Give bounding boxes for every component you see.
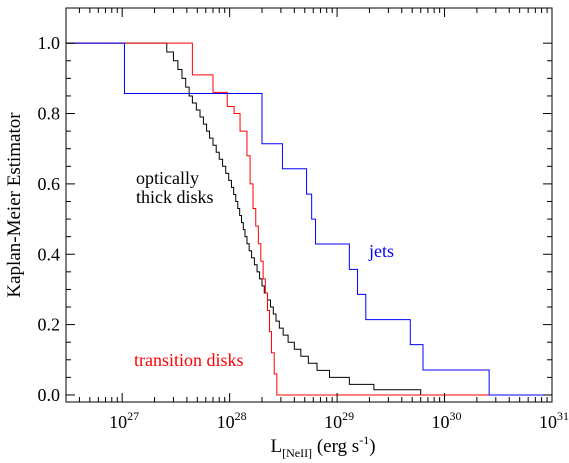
y-tick-label: 0.6	[38, 174, 61, 194]
series-line-transition-disks	[66, 42, 552, 396]
y-tick-label: 0.8	[38, 104, 61, 124]
y-axis-title: Kaplan-Meier Estimator	[4, 112, 25, 298]
y-tick-label: 0.2	[38, 315, 61, 335]
x-tick-label: 1027	[109, 409, 139, 432]
x-tick-label: 1028	[217, 409, 247, 432]
x-tick-label: 1029	[324, 409, 354, 432]
x-tick-label: 1031	[539, 409, 569, 432]
tick-layer	[65, 8, 552, 402]
label-layer: 0.0 0.2 0.4 0.6 0.8 1.0 1027 1028 1029 1030 1031 L[…	[4, 33, 569, 460]
y-tick-label: 1.0	[38, 33, 61, 53]
series-label-transition-disks: transition disks	[134, 350, 244, 370]
x-axis-title: L[NeII] (erg s-1)	[270, 433, 375, 460]
series-line-jets	[66, 42, 552, 396]
x-tick-label: 1030	[432, 409, 462, 432]
series-label-optically-thick-disks: optically	[136, 168, 199, 188]
series-label-jets: jets	[368, 241, 394, 261]
series-label-optically-thick-disks: thick disks	[136, 187, 214, 207]
series-layer	[66, 42, 552, 396]
y-tick-label: 0.4	[38, 244, 61, 264]
plot-frame	[65, 7, 553, 403]
series-line-optically-thick-disks	[66, 42, 552, 396]
y-tick-label: 0.0	[38, 385, 61, 405]
